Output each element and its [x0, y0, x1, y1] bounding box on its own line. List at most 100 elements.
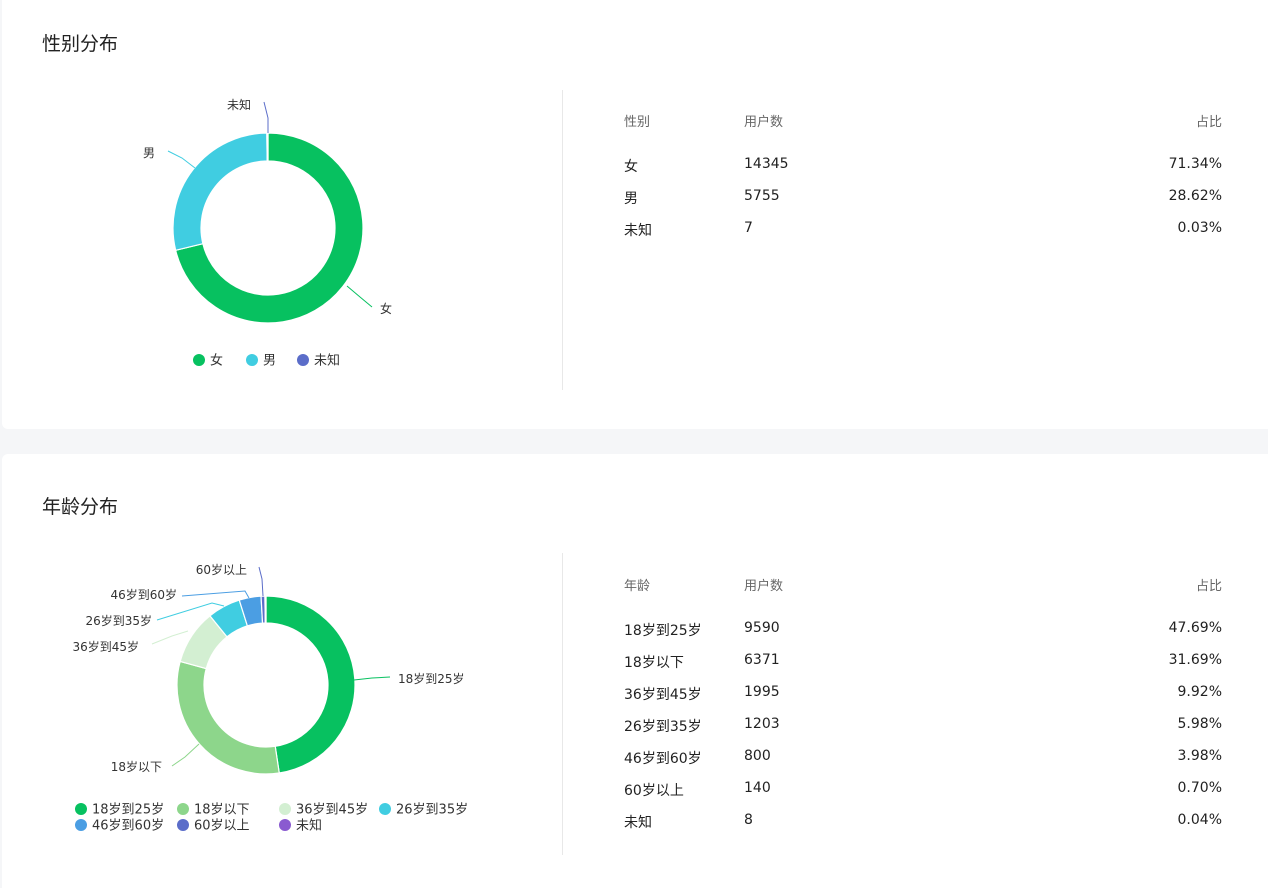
- legend-marker: [177, 803, 189, 815]
- donut-slice[interactable]: [266, 132, 269, 162]
- slice-label: 男: [143, 146, 155, 160]
- table-header-cell: 占比: [1195, 115, 1222, 130]
- table-header-row: 性别 用户数 占比: [624, 111, 1222, 156]
- donut-slice[interactable]: [265, 595, 356, 774]
- table-cell: 7: [744, 220, 753, 236]
- table-cell: 未知: [624, 223, 652, 239]
- slice-label: 26岁到35岁: [85, 613, 152, 628]
- gender-donut-chart: 女男未知女男未知: [143, 98, 392, 369]
- legend-item[interactable]: 18岁以下: [177, 803, 250, 818]
- slice-label: 18岁到25岁: [398, 671, 465, 686]
- legend-marker: [193, 354, 205, 366]
- table-cell: 0.70%: [1177, 780, 1222, 796]
- slice-label: 36岁到45岁: [72, 639, 139, 654]
- legend-item[interactable]: 26岁到35岁: [379, 803, 468, 818]
- table-cell: 5.98%: [1177, 716, 1222, 732]
- legend-marker: [75, 803, 87, 815]
- table-cell: 1995: [744, 684, 780, 700]
- table-row: 26岁到35岁 1203 5.98%: [624, 716, 1222, 748]
- donut-slice[interactable]: [172, 132, 268, 252]
- table-cell: 46岁到60岁: [624, 751, 702, 767]
- legend-item[interactable]: 60岁以上: [177, 819, 250, 834]
- age-table: 年龄 用户数 占比 18岁到25岁 9590 47.69% 18岁以下 6371 31.69% 3…: [624, 575, 1222, 844]
- table-header-cell: 用户数: [744, 579, 784, 594]
- legend-item[interactable]: 未知: [297, 353, 340, 369]
- table-cell: 26岁到35岁: [624, 719, 702, 735]
- table-cell: 5755: [744, 188, 780, 204]
- legend-marker: [379, 803, 391, 815]
- table-cell: 18岁到25岁: [624, 623, 702, 639]
- table-header-cell: 占比: [1195, 579, 1222, 594]
- legend-item[interactable]: 18岁到25岁: [75, 803, 164, 818]
- legend-label: 60岁以上: [194, 819, 250, 834]
- age-card: 年龄分布 18岁到25岁 18岁以下 36岁到45岁 26岁到35岁 46岁到60岁 60…: [2, 454, 1268, 888]
- table-row: 未知 8 0.04%: [624, 812, 1222, 844]
- legend-marker: [279, 803, 291, 815]
- slice-label: 女: [380, 301, 392, 316]
- table-row: 18岁到25岁 9590 47.69%: [624, 620, 1222, 652]
- table-cell: 140: [744, 780, 771, 796]
- table-cell: 0.03%: [1177, 220, 1222, 236]
- legend-label: 未知: [296, 818, 322, 834]
- table-cell: 6371: [744, 652, 780, 668]
- slice-label: 18岁以下: [111, 759, 162, 774]
- table-row: 46岁到60岁 800 3.98%: [624, 748, 1222, 780]
- age-divider: [562, 553, 563, 855]
- legend-label: 未知: [314, 353, 340, 369]
- legend-marker: [279, 819, 291, 831]
- table-row: 女 14345 71.34%: [624, 156, 1222, 188]
- slice-label-line: [156, 602, 225, 621]
- legend-marker: [246, 354, 258, 366]
- table-cell: 3.98%: [1177, 748, 1222, 764]
- donut-slice[interactable]: [176, 660, 280, 775]
- legend-item[interactable]: 46岁到60岁: [75, 819, 164, 834]
- age-donut-chart: 18岁到25岁18岁以下36岁到45岁26岁到35岁46岁到60岁60岁以上18…: [72, 562, 468, 834]
- table-row: 36岁到45岁 1995 9.92%: [624, 684, 1222, 716]
- legend-label: 36岁到45岁: [296, 803, 368, 818]
- table-cell: 女: [624, 159, 638, 175]
- table-row: 60岁以上 140 0.70%: [624, 780, 1222, 812]
- table-cell: 18岁以下: [624, 655, 684, 671]
- table-cell: 1203: [744, 716, 780, 732]
- legend-label: 男: [263, 354, 276, 369]
- legend-item[interactable]: 未知: [279, 818, 322, 834]
- slice-label-line: [346, 285, 373, 308]
- slice-label-line: [353, 676, 391, 681]
- table-cell: 男: [624, 191, 638, 207]
- gender-divider: [562, 90, 563, 390]
- legend-label: 18岁到25岁: [92, 803, 164, 818]
- legend-label: 女: [210, 353, 223, 369]
- legend-marker: [297, 354, 309, 366]
- donut-slice[interactable]: [264, 595, 267, 624]
- slice-label: 60岁以上: [196, 562, 247, 577]
- table-row: 男 5755 28.62%: [624, 188, 1222, 220]
- slice-label: 未知: [227, 98, 251, 112]
- legend-item[interactable]: 36岁到45岁: [279, 803, 368, 818]
- slice-label-line: [258, 566, 264, 597]
- age-section-title: 年龄分布: [42, 496, 119, 518]
- table-header-cell: 年龄: [624, 579, 651, 594]
- legend-item[interactable]: 男: [246, 354, 276, 369]
- slice-label-line: [181, 590, 250, 599]
- table-row: 未知 7 0.03%: [624, 220, 1222, 252]
- gender-section-title: 性别分布: [42, 33, 119, 55]
- table-cell: 未知: [624, 815, 652, 831]
- table-cell: 9590: [744, 620, 780, 636]
- slice-label-line: [167, 150, 196, 169]
- table-cell: 28.62%: [1168, 188, 1222, 204]
- legend-label: 46岁到60岁: [92, 819, 164, 834]
- table-cell: 36岁到45岁: [624, 687, 702, 703]
- legend-item[interactable]: 女: [193, 353, 223, 369]
- table-header-cell: 性别: [624, 115, 651, 130]
- slice-label-line: [171, 743, 200, 767]
- gender-card: 性别分布 女男未知女男未知 性别 用户数 占比女 14345 71.34% 男 5755 28…: [2, 0, 1268, 429]
- table-cell: 800: [744, 748, 771, 764]
- table-cell: 60岁以上: [624, 783, 684, 799]
- table-cell: 9.92%: [1177, 684, 1222, 700]
- table-header-row: 年龄 用户数 占比: [624, 575, 1222, 620]
- slice-label: 46岁到60岁: [110, 587, 177, 602]
- donut-slice[interactable]: [174, 132, 364, 324]
- table-cell: 71.34%: [1168, 156, 1222, 172]
- table-row: 18岁以下 6371 31.69%: [624, 652, 1222, 684]
- legend-marker: [75, 819, 87, 831]
